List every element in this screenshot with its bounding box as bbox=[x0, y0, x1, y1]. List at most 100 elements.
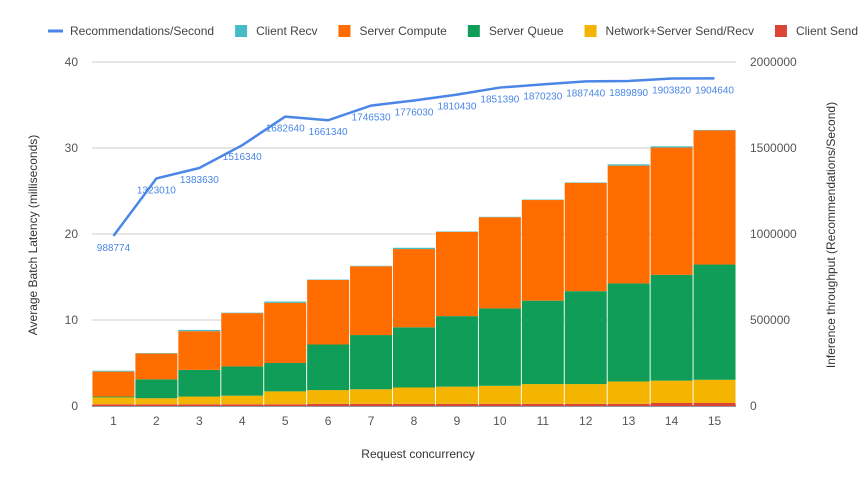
bar-segment bbox=[221, 313, 264, 367]
bar-segment bbox=[92, 404, 135, 406]
y-right-tick-label: 0 bbox=[750, 399, 757, 413]
bar-segment bbox=[650, 146, 693, 148]
throughput-data-label: 1661340 bbox=[309, 127, 348, 138]
legend-swatch bbox=[235, 25, 248, 37]
bar-segment bbox=[435, 403, 478, 406]
bar-segment bbox=[478, 385, 521, 404]
bar-segment bbox=[350, 266, 393, 336]
throughput-data-label: 1870230 bbox=[523, 91, 562, 102]
y-left-tick-label: 20 bbox=[65, 227, 79, 241]
throughput-data-label: 1516340 bbox=[223, 152, 262, 163]
bar-segment bbox=[307, 403, 350, 406]
x-tick-label: 2 bbox=[153, 414, 160, 428]
bar-segment bbox=[650, 274, 693, 381]
throughput-data-label: 1904640 bbox=[695, 85, 734, 96]
x-tick-label: 10 bbox=[493, 414, 507, 428]
legend-label: Server Queue bbox=[489, 24, 564, 38]
bar-segment bbox=[264, 391, 307, 405]
bar-segment bbox=[693, 130, 736, 265]
y-right-tick-label: 2000000 bbox=[750, 55, 797, 69]
bar-segment bbox=[178, 331, 221, 370]
bar-segment bbox=[650, 380, 693, 403]
bar-series bbox=[92, 129, 736, 406]
bar-segment bbox=[435, 231, 478, 317]
x-tick-label: 7 bbox=[368, 414, 375, 428]
legend-label: Client Send bbox=[796, 24, 858, 38]
x-tick-label: 15 bbox=[708, 414, 722, 428]
bar-segment bbox=[264, 363, 307, 392]
bar-segment bbox=[178, 369, 221, 397]
bar-segment bbox=[693, 379, 736, 403]
bar-segment bbox=[607, 403, 650, 406]
bar-segment bbox=[521, 200, 564, 301]
bar-segment bbox=[350, 403, 393, 406]
legend-swatch bbox=[467, 25, 480, 37]
x-tick-label: 11 bbox=[537, 414, 550, 428]
y-right-tick-label: 1000000 bbox=[750, 227, 797, 241]
legend-label: Client Recv bbox=[256, 24, 317, 38]
bar-segment bbox=[221, 366, 264, 396]
bar-segment bbox=[307, 390, 350, 404]
x-tick-label: 12 bbox=[579, 414, 593, 428]
throughput-data-label: 1323010 bbox=[137, 185, 176, 196]
bar-segment bbox=[564, 182, 607, 292]
bar-segment bbox=[693, 264, 736, 380]
throughput-data-label: 1776030 bbox=[395, 108, 434, 119]
throughput-data-label: 1887440 bbox=[566, 88, 605, 99]
bar-segment bbox=[135, 398, 178, 405]
bar-segment bbox=[307, 280, 350, 345]
y-axis-right-title: Inference throughput (Recommendations/Se… bbox=[824, 102, 838, 368]
bar-segment bbox=[178, 396, 221, 405]
legend: Recommendations/Second Client Recv Server … bbox=[48, 24, 858, 38]
y-axis-left-title: Average Batch Latency (milliseconds) bbox=[26, 135, 40, 336]
throughput-data-label: 1810430 bbox=[437, 102, 476, 113]
bar-segment bbox=[607, 283, 650, 382]
bar-segment bbox=[478, 403, 521, 406]
bar-segment bbox=[521, 403, 564, 406]
throughput-data-label: 988774 bbox=[97, 243, 131, 254]
x-axis-title: Request concurrency bbox=[361, 447, 474, 461]
bar-segment bbox=[92, 370, 135, 372]
y-left-tick-label: 40 bbox=[65, 55, 79, 69]
throughput-data-label: 1383630 bbox=[180, 175, 219, 186]
x-tick-label: 14 bbox=[665, 414, 679, 428]
bar-segment bbox=[264, 301, 307, 303]
x-tick-label: 3 bbox=[196, 414, 203, 428]
bar-segment bbox=[92, 397, 135, 405]
legend-label: Recommendations/Second bbox=[70, 24, 214, 38]
x-tick-label: 9 bbox=[454, 414, 461, 428]
bar-segment bbox=[521, 384, 564, 404]
x-tick-label: 6 bbox=[325, 414, 332, 428]
throughput-data-labels: 988774 1323010 1383630 1516340 1682640 166134… bbox=[97, 85, 735, 254]
bar-segment bbox=[607, 381, 650, 404]
bar-segment bbox=[478, 217, 521, 309]
bar-segment bbox=[135, 404, 178, 406]
bar-segment bbox=[607, 165, 650, 284]
legend-label: Network+Server Send/Recv bbox=[606, 24, 754, 38]
legend-swatch bbox=[774, 25, 787, 37]
bar-segment bbox=[393, 327, 435, 388]
bar-segment bbox=[350, 335, 393, 390]
y-right-tick-label: 500000 bbox=[750, 313, 790, 327]
bar-segment bbox=[393, 403, 435, 406]
throughput-data-label: 1682640 bbox=[266, 124, 305, 135]
bar-segment bbox=[650, 402, 693, 406]
bar-segment bbox=[264, 302, 307, 363]
bar-segment bbox=[307, 344, 350, 391]
throughput-data-label: 1903820 bbox=[652, 86, 691, 97]
bar-segment bbox=[607, 164, 650, 166]
bar-segment bbox=[135, 353, 178, 380]
bar-segment bbox=[393, 387, 435, 404]
bar-segment bbox=[178, 329, 221, 332]
y-right-tick-label: 1500000 bbox=[750, 141, 797, 155]
bar-segment bbox=[393, 249, 435, 328]
x-tick-label: 5 bbox=[282, 414, 289, 428]
throughput-line-series bbox=[112, 77, 715, 237]
bar-segment bbox=[92, 371, 135, 397]
bar-segment bbox=[178, 404, 221, 406]
y-left-tick-label: 10 bbox=[65, 313, 79, 327]
bar-segment bbox=[221, 404, 264, 406]
y-left-tick-label: 30 bbox=[65, 141, 79, 155]
